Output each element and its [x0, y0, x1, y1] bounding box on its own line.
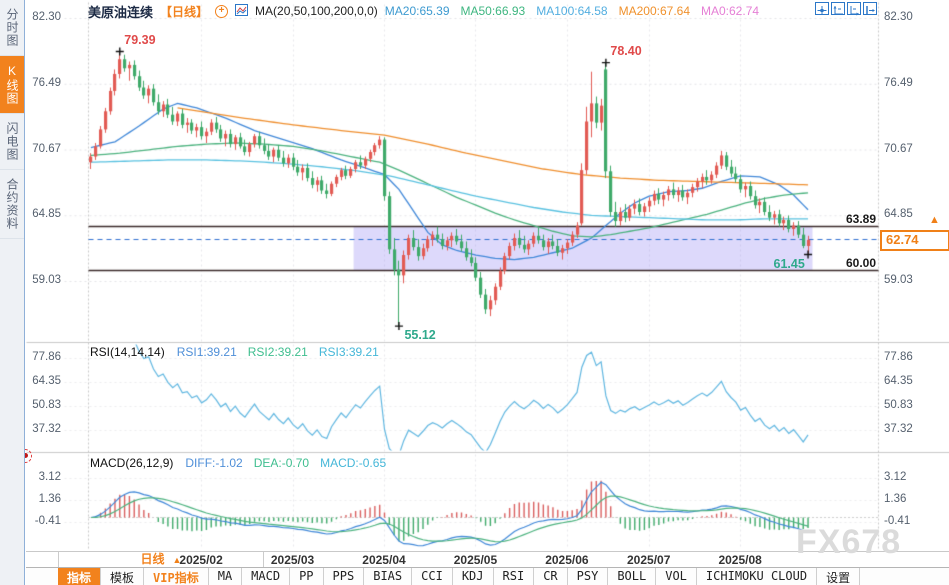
- toolbar-item-RSI[interactable]: RSI: [494, 568, 535, 585]
- legend-value[interactable]: DIFF:-1.02: [185, 456, 243, 470]
- rsi-title[interactable]: RSI(14,14,14): [90, 345, 165, 359]
- y-axis-label: 64.35: [884, 375, 913, 387]
- sidebar-tab-1[interactable]: 分时图: [0, 0, 24, 56]
- toolbar-item-CCI[interactable]: CCI: [412, 568, 453, 585]
- pan-right-icon[interactable]: [863, 2, 877, 15]
- y-axis-label: 3.12: [38, 471, 61, 483]
- chart-header: 美原油连续 【日线】 + MA(20,50,100,200,0,0) MA20:…: [88, 3, 770, 20]
- toolbar-item-VOL[interactable]: VOL: [656, 568, 697, 585]
- add-overlay-icon[interactable]: +: [215, 4, 229, 18]
- sidebar-tab-4[interactable]: 合约资料: [0, 170, 24, 239]
- toolbar-item-模板[interactable]: 模板: [101, 568, 145, 585]
- toolbar-item-设置[interactable]: 设置: [817, 568, 861, 585]
- rsi-header: RSI(14,14,14) RSI1:39.21 RSI2:39.21 RSI3:3…: [90, 345, 390, 359]
- date-tick-label: 2025/08: [718, 553, 762, 567]
- date-axis: 日线 ▲ 2025/02 2025/03 2025/04 2025/05 2025/06 2…: [26, 551, 949, 568]
- y-axis-label: 50.83: [32, 399, 61, 411]
- y-axis-label: 70.67: [32, 142, 61, 155]
- candlestick-icon: [235, 3, 249, 19]
- price-annotation: 61.45: [773, 256, 805, 271]
- toolbar-item-PSY[interactable]: PSY: [568, 568, 609, 585]
- y-axis-label: 37.32: [32, 423, 61, 435]
- indicator-toolbar: 指标 模板 VIP指标 MA MACD PP PPS BIAS CCI KDJ RSI CR PSY BO…: [26, 567, 949, 585]
- toolbar-item-VIP指标[interactable]: VIP指标: [144, 568, 209, 585]
- crosshair-icon[interactable]: [815, 2, 829, 15]
- date-tick-label: 2025/06: [545, 553, 589, 567]
- toolbar-item-指标[interactable]: 指标: [58, 568, 102, 585]
- price-up-arrow-icon: ▲: [929, 214, 940, 227]
- last-price-value: 62.74: [886, 232, 919, 248]
- macd-legend-values: DIFF:-1.02 DEA:-0.70 MACD:-0.65: [185, 456, 397, 470]
- y-axis-label: 82.30: [884, 11, 913, 23]
- legend-value[interactable]: RSI2:39.21: [247, 345, 308, 359]
- hline-label: 60.00: [845, 256, 876, 271]
- legend-value[interactable]: MA20:65.39: [384, 4, 450, 18]
- legend-value[interactable]: MACD:-0.65: [320, 456, 387, 470]
- sidebar-tab-2[interactable]: K线图: [0, 56, 24, 114]
- period-label: 日线: [140, 552, 165, 566]
- price-annotation: 55.12: [404, 327, 436, 342]
- date-tick-label: 2025/05: [453, 553, 498, 567]
- macd-title[interactable]: MACD(26,12,9): [90, 456, 174, 470]
- legend-value[interactable]: MA200:67.64: [618, 4, 690, 18]
- date-tick-label: 2025/02: [179, 553, 223, 567]
- date-tick-label: 2025/04: [362, 553, 406, 567]
- y-axis-label: 1.36: [884, 493, 907, 505]
- y-axis-label: 76.49: [884, 76, 913, 89]
- hline-label: 63.89: [845, 212, 876, 227]
- last-price-box: 62.74: [880, 230, 949, 252]
- legend-value[interactable]: MA50:66.93: [460, 4, 526, 18]
- y-axis-zoom-icon[interactable]: [831, 2, 845, 15]
- legend-value[interactable]: RSI1:39.21: [176, 345, 237, 359]
- toolbar-item-PPS[interactable]: PPS: [324, 568, 365, 585]
- instrument-name[interactable]: 美原油连续: [88, 4, 154, 20]
- macd-header: MACD(26,12,9) DIFF:-1.02 DEA:-0.70 MACD:-0…: [90, 456, 397, 470]
- y-axis-label: 64.85: [884, 208, 913, 221]
- y-axis-label: 64.35: [32, 375, 61, 387]
- price-annotation: 78.40: [610, 44, 642, 59]
- sidebar-tab-3[interactable]: 闪电图: [0, 114, 24, 170]
- y-axis-label: 77.86: [884, 351, 913, 363]
- legend-value[interactable]: MA0:62.74: [701, 4, 760, 18]
- date-tick-label: 2025/07: [627, 553, 671, 567]
- rsi-legend-values: RSI1:39.21 RSI2:39.21 RSI3:39.21: [177, 345, 390, 359]
- ma-settings-label[interactable]: MA(20,50,100,200,0,0): [255, 4, 378, 18]
- legend-value[interactable]: MA100:64.58: [536, 4, 608, 18]
- y-axis-label: 1.36: [38, 493, 61, 505]
- legend-value[interactable]: RSI3:39.21: [318, 345, 379, 359]
- y-axis-label: -0.41: [34, 515, 61, 527]
- y-axis-label: 77.86: [32, 351, 61, 363]
- x-axis-zoom-icon[interactable]: [847, 2, 861, 16]
- legend-value[interactable]: DEA:-0.70: [253, 456, 310, 470]
- date-tick-label: 2025/03: [270, 553, 315, 567]
- ma-legend-values: MA20:65.39 MA50:66.93 MA100:64.58 MA200:67.…: [385, 4, 770, 18]
- toolbar-item-CR[interactable]: CR: [534, 568, 568, 585]
- triangle-up-icon: ▲: [172, 555, 182, 565]
- toolbar-item-BIAS[interactable]: BIAS: [364, 568, 413, 585]
- toolbar-item-PP[interactable]: PP: [290, 568, 324, 585]
- y-axis-label: 59.03: [884, 274, 913, 286]
- toolbar-item-MACD[interactable]: MACD: [242, 568, 291, 585]
- y-axis-label: 37.32: [884, 423, 913, 435]
- y-axis-label: 3.12: [884, 471, 907, 483]
- y-axis-label: -0.41: [884, 515, 911, 527]
- toolbar-item-ICHIMOKU CLOUD[interactable]: ICHIMOKU CLOUD: [697, 568, 818, 585]
- period-tag[interactable]: 【日线】: [160, 4, 209, 19]
- y-axis-label: 50.83: [884, 399, 913, 411]
- y-axis-label: 82.30: [32, 11, 61, 23]
- y-axis-label: 76.49: [32, 76, 61, 89]
- toolbar-item-MA[interactable]: MA: [209, 568, 243, 585]
- y-axis-label: 64.85: [32, 208, 61, 221]
- price-annotation: 79.39: [124, 32, 156, 47]
- sidebar: 分时图 K线图 闪电图 合约资料: [0, 0, 25, 585]
- period-selector-button[interactable]: 日线 ▲: [58, 552, 264, 568]
- y-axis-label: 70.67: [884, 142, 913, 155]
- toolbar-item-KDJ[interactable]: KDJ: [453, 568, 494, 585]
- y-axis-label: 59.03: [32, 274, 61, 286]
- toolbar-item-BOLL[interactable]: BOLL: [608, 568, 657, 585]
- price-chart-canvas[interactable]: [0, 0, 949, 551]
- chart-tool-icons: [815, 2, 877, 16]
